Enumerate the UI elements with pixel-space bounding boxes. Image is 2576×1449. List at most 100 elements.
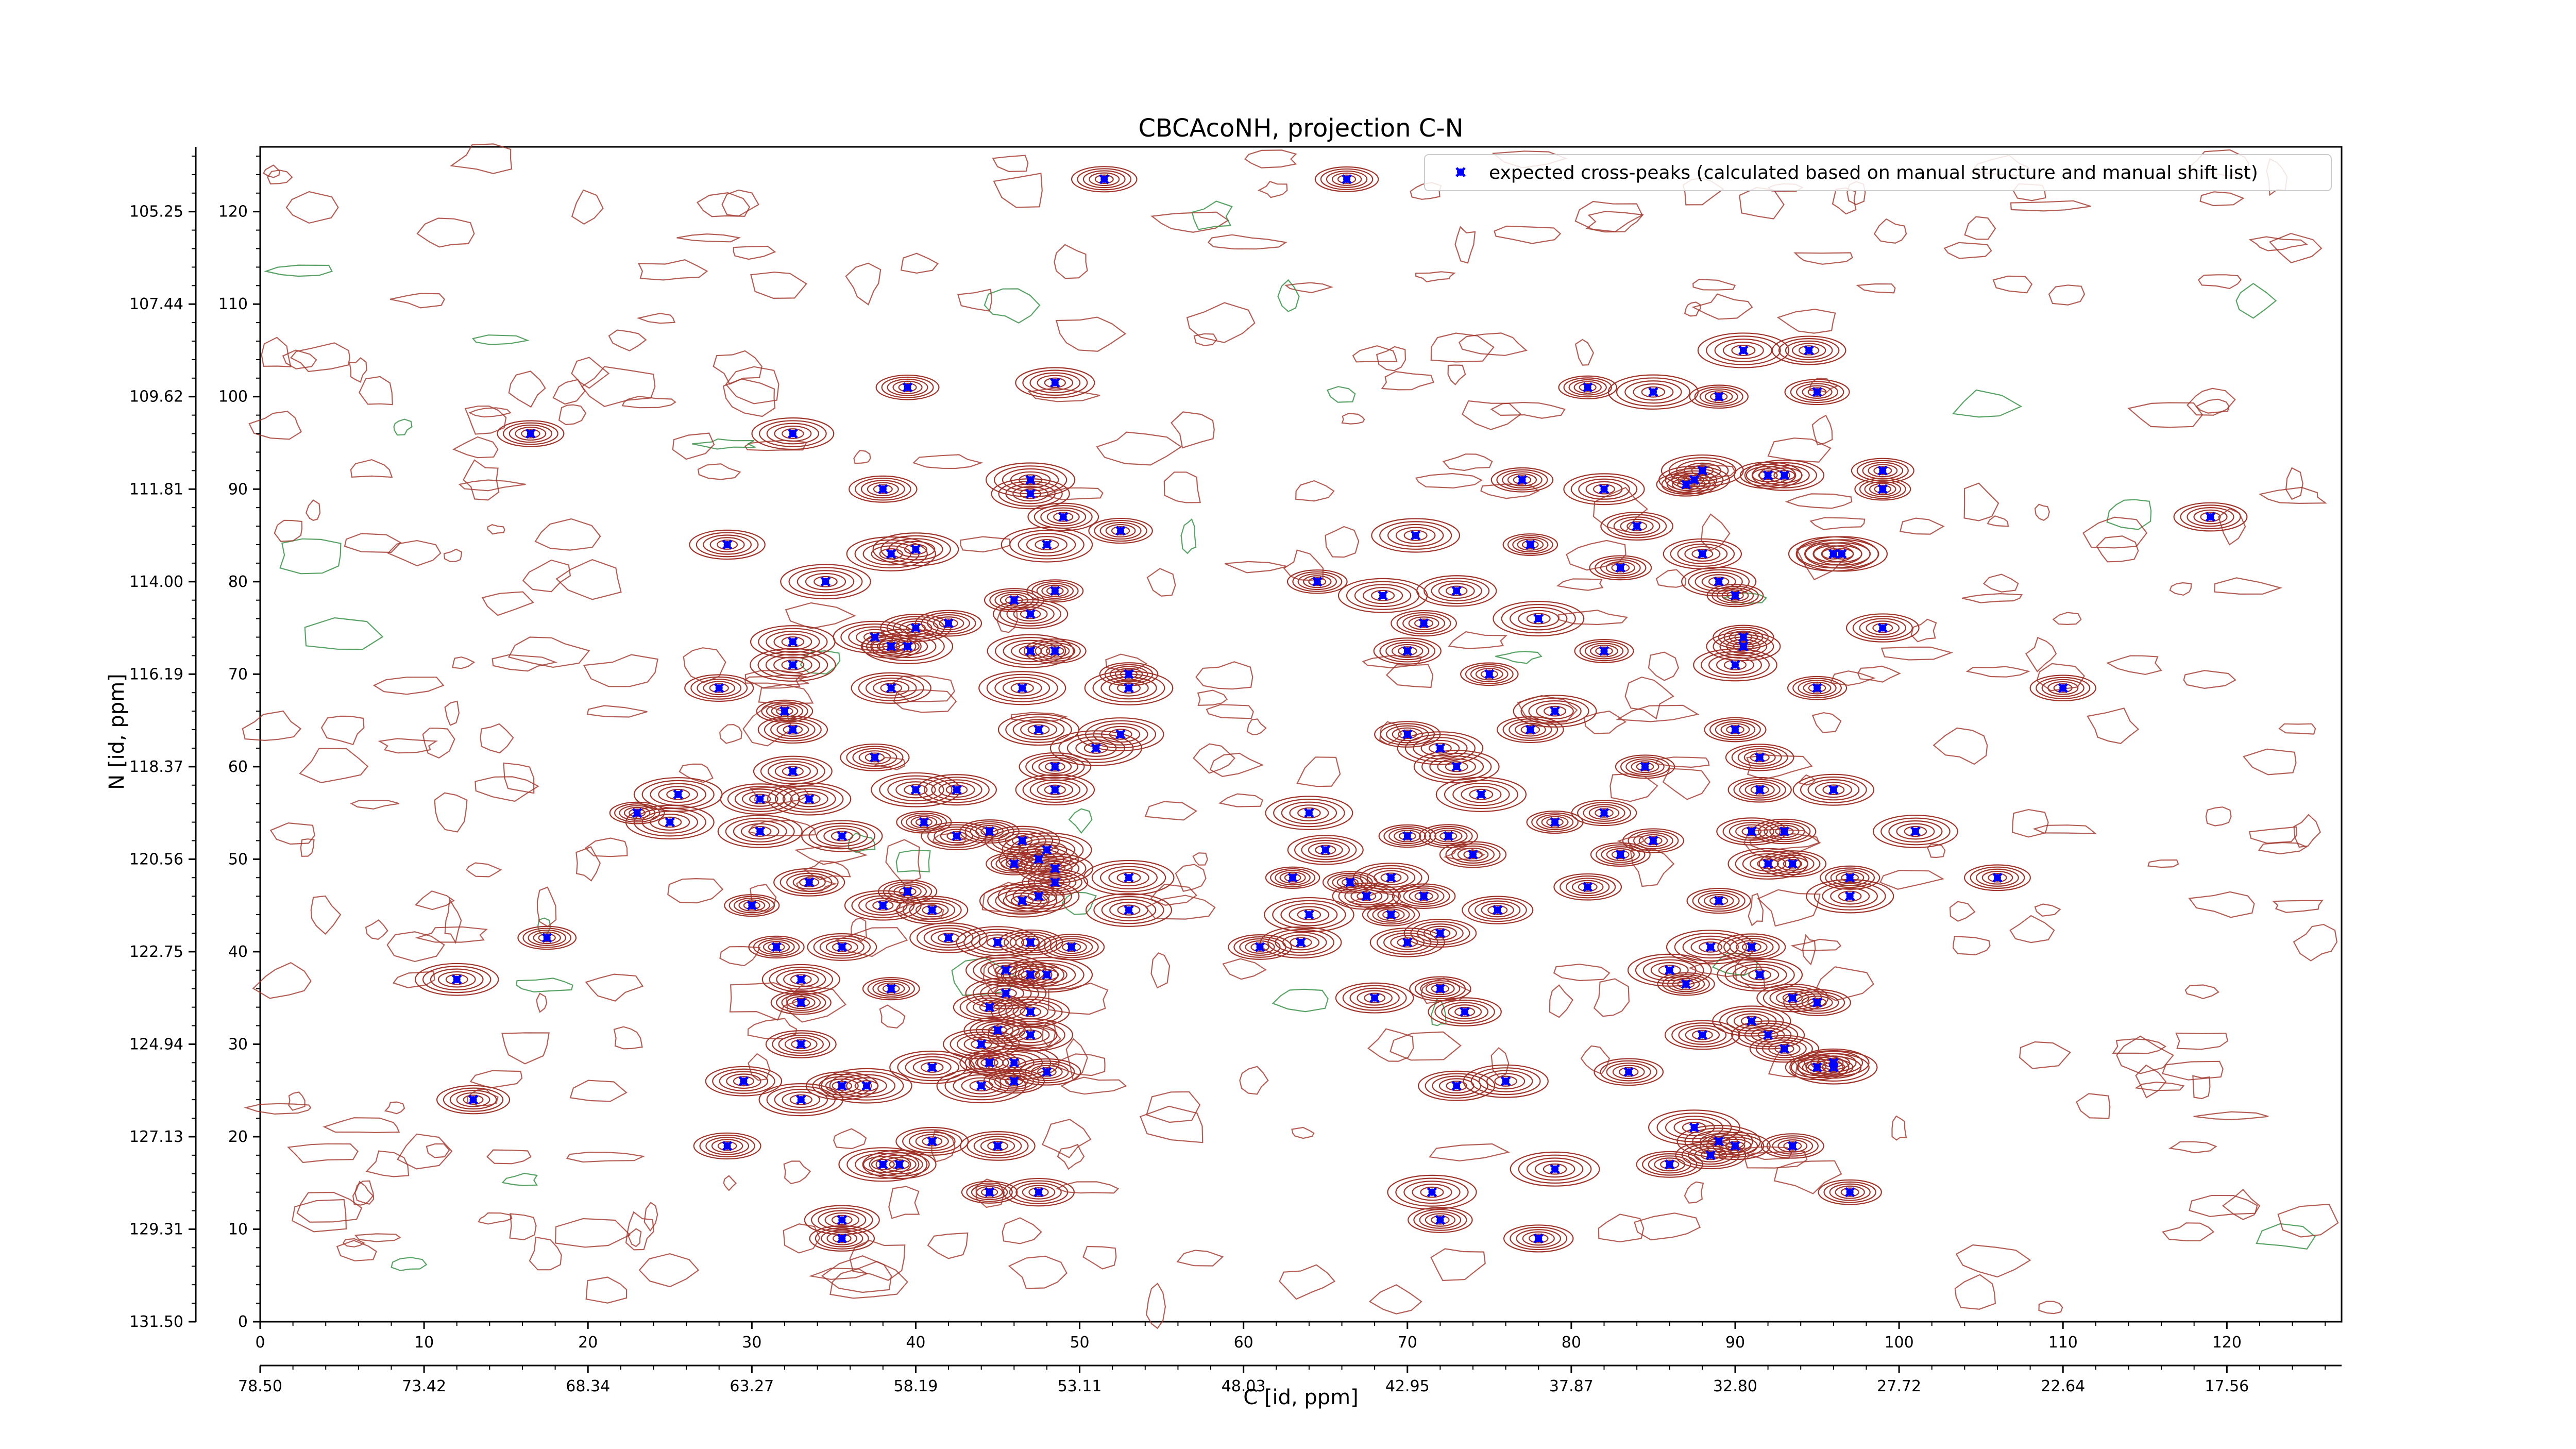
expected-cross-peak (1484, 669, 1495, 680)
peak-contour (1010, 895, 1034, 906)
plot-frame (259, 146, 2343, 1323)
expected-cross-peak (1877, 622, 1888, 633)
expected-cross-peak (1418, 891, 1429, 901)
noise-contour (982, 962, 999, 994)
peak-contour (1275, 932, 1327, 953)
expected-cross-peak (1714, 577, 1724, 587)
peak-contour (1768, 1041, 1801, 1056)
expected-cross-peak (1304, 807, 1314, 818)
peak-contour (1787, 676, 1848, 700)
noise-contour (480, 723, 514, 754)
noise-contour-negative (1061, 891, 1097, 915)
marker-stroke (1451, 585, 1462, 596)
peak-contour (1116, 872, 1141, 884)
peak-contour (1015, 1183, 1062, 1202)
peak-contour (1735, 850, 1801, 877)
peak-contour (1872, 815, 1958, 848)
noise-contour (296, 1191, 363, 1223)
peak-contour (1418, 824, 1478, 848)
expected-cross-peak (1386, 872, 1396, 883)
peak-contour (783, 971, 819, 987)
noise-contour (993, 173, 1043, 208)
peak-contour (915, 1134, 949, 1149)
peak-contour (875, 1154, 923, 1174)
peak-contour (1553, 873, 1622, 901)
marker-stroke (1582, 382, 1593, 393)
peak-contour (942, 1029, 1020, 1059)
peak-contour (772, 1032, 831, 1056)
noise-contour (1291, 1126, 1315, 1139)
noise-contour (888, 1186, 920, 1219)
marker-stroke (1025, 937, 1036, 948)
noise-contour (1096, 431, 1182, 466)
y-ppm-tick-label: 122.75 (129, 943, 183, 961)
expected-cross-peak (1361, 891, 1372, 901)
expected-cross-peak (1714, 391, 1724, 402)
peak-contour (880, 614, 952, 642)
peak-contour (1633, 383, 1674, 401)
peak-contour (1432, 1075, 1482, 1097)
peak-contour (1814, 882, 1886, 911)
peak-contour (1362, 587, 1403, 604)
peak-contour (1480, 669, 1498, 679)
peak-contour (1378, 824, 1436, 848)
peak-contour (978, 671, 1066, 705)
peak-contour (766, 1086, 836, 1114)
expected-cross-peak (1615, 849, 1626, 860)
peak-contour (1692, 890, 1745, 912)
noise-contour (1150, 211, 1229, 233)
peak-contour (1723, 659, 1747, 670)
peak-contour (1507, 535, 1553, 554)
marker-stroke (976, 1039, 987, 1050)
noise-contour-negative (1272, 988, 1329, 1013)
marker-stroke (747, 900, 757, 911)
expected-cross-peak (927, 1136, 938, 1147)
peak-contour (861, 629, 954, 664)
peak-contour (1397, 646, 1417, 656)
noise-contour (849, 1240, 906, 1281)
noise-contour (350, 800, 400, 810)
peak-contour (1970, 866, 2025, 889)
noise-contour (2195, 398, 2230, 414)
peak-contour (703, 681, 736, 696)
marker-stroke (1001, 965, 1011, 975)
peak-contour (1731, 746, 1788, 769)
peak-contour (609, 801, 665, 824)
marker-stroke (1664, 1159, 1675, 1170)
peak-contour (867, 482, 899, 496)
noise-contour (2197, 274, 2242, 290)
expected-cross-peak (1025, 937, 1036, 948)
peak-contour (796, 570, 855, 594)
noise-contour (1634, 1212, 1701, 1241)
peak-contour (865, 677, 917, 699)
peak-contour (877, 879, 938, 904)
noise-contour (434, 792, 468, 833)
peak-contour (1699, 941, 1723, 953)
marker-stroke (1042, 970, 1052, 980)
marker-stroke (1304, 807, 1314, 818)
peak-contour (1674, 933, 1747, 962)
noise-contour (697, 463, 741, 480)
noise-contour-negative (1495, 651, 1543, 664)
peak-contour (1818, 1179, 1882, 1205)
noise-contour (613, 1026, 643, 1050)
expected-cross-peak (1779, 1043, 1790, 1054)
noise-contour (487, 524, 505, 535)
expected-cross-peak (1787, 992, 1798, 1003)
peak-contour (1463, 850, 1483, 860)
peak-contour (896, 896, 969, 924)
peak-contour (1534, 1160, 1575, 1178)
noise-contour (261, 336, 292, 367)
marker-stroke (1025, 970, 1036, 980)
noise-contour (1341, 412, 1365, 425)
noise-contour (2048, 284, 2086, 306)
peak-contour (961, 1181, 1018, 1204)
expected-cross-peak (976, 1081, 987, 1091)
peak-contour (719, 1071, 769, 1091)
peak-contour (1810, 1053, 1857, 1072)
peak-contour (1667, 976, 1705, 992)
peak-contour (989, 1071, 1040, 1092)
peak-contour (1825, 867, 1875, 888)
peak-contour (1783, 1141, 1802, 1151)
noise-contour (1880, 646, 1954, 661)
